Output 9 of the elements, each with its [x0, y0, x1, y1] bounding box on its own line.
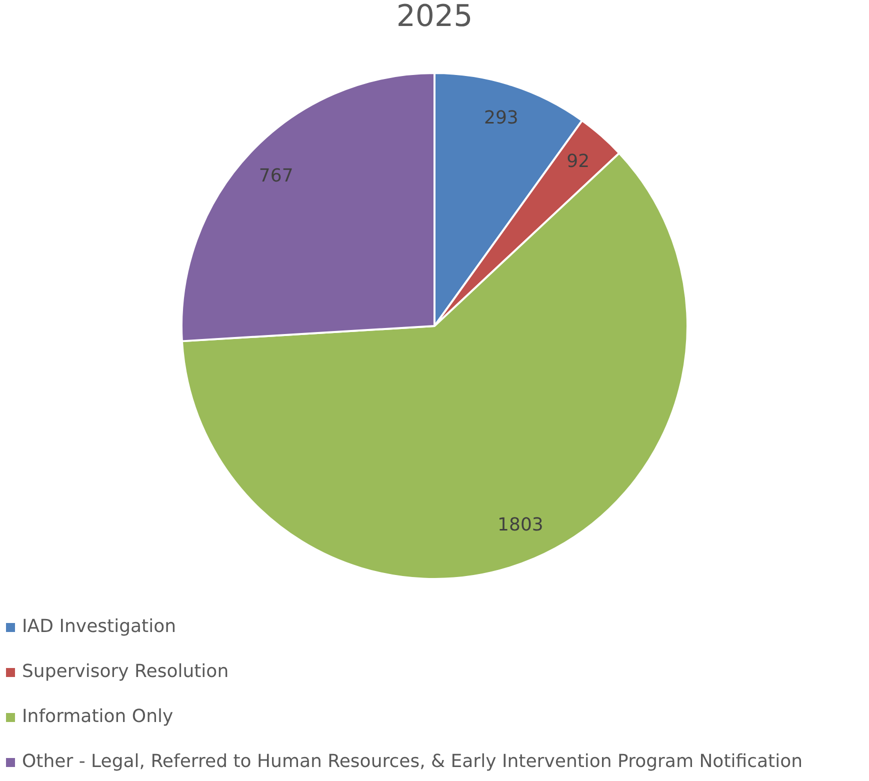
data-label: 767 — [258, 166, 294, 187]
data-label: 1803 — [498, 514, 544, 536]
legend-label: Information Only — [22, 706, 174, 727]
data-label: 92 — [566, 151, 590, 172]
data-label: 293 — [484, 108, 518, 129]
legend-label: Supervisory Resolution — [22, 661, 229, 682]
chart-title: 2025 — [396, 0, 473, 34]
legend-label: IAD Investigation — [22, 616, 176, 637]
legend-label: Other - Legal, Referred to Human Resources, & Early Intervention Program Notification — [22, 751, 802, 772]
